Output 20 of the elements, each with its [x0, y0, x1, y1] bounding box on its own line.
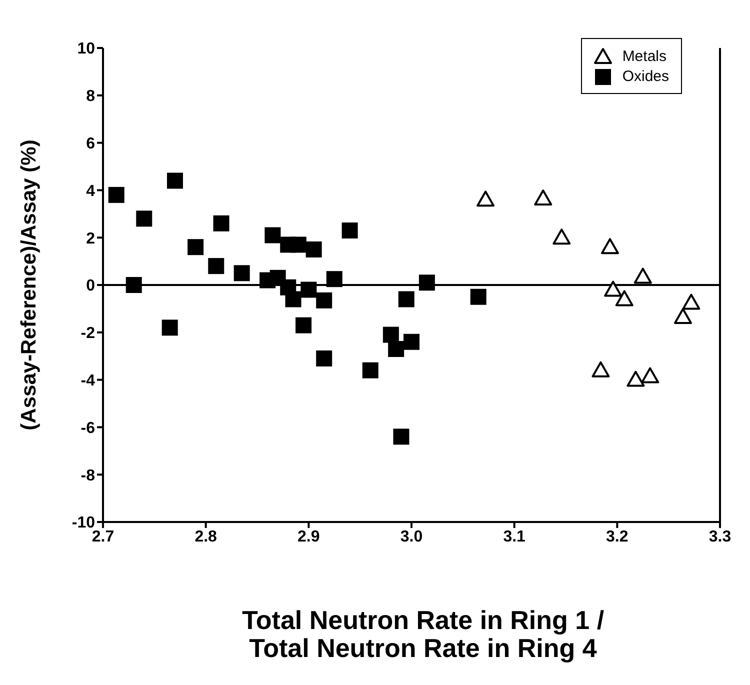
y-tick-label: 10: [77, 40, 96, 58]
x-tick-label: 3.2: [606, 528, 628, 546]
legend-label: Oxides: [622, 68, 669, 84]
x-tick-label: 3.0: [400, 528, 423, 546]
y-tick-label: -4: [80, 372, 96, 390]
y-tick-label: -2: [80, 325, 96, 342]
y-tick-label: -6: [80, 420, 96, 437]
x-tick-label: 2.8: [194, 528, 218, 546]
y-tick-label: 2: [86, 230, 96, 248]
y-tick-label: 8: [86, 88, 96, 106]
x-axis-title: Total Neutron Rate in Ring 1 / Total Neutron Rate in Ring 4: [240, 605, 606, 663]
y-axis-title: (Assay-Reference)/Assay (%): [17, 140, 40, 430]
legend-label: Metals: [622, 48, 666, 64]
y-tick-label: 0: [86, 278, 96, 295]
x-tick-label: 3.1: [503, 528, 526, 546]
x-tick-label: 2.9: [298, 528, 320, 546]
y-tick-label: 6: [86, 135, 96, 152]
y-tick-label: 4: [86, 182, 96, 200]
y-tick-label: -8: [80, 467, 96, 484]
x-tick-label: 3.3: [708, 528, 732, 546]
